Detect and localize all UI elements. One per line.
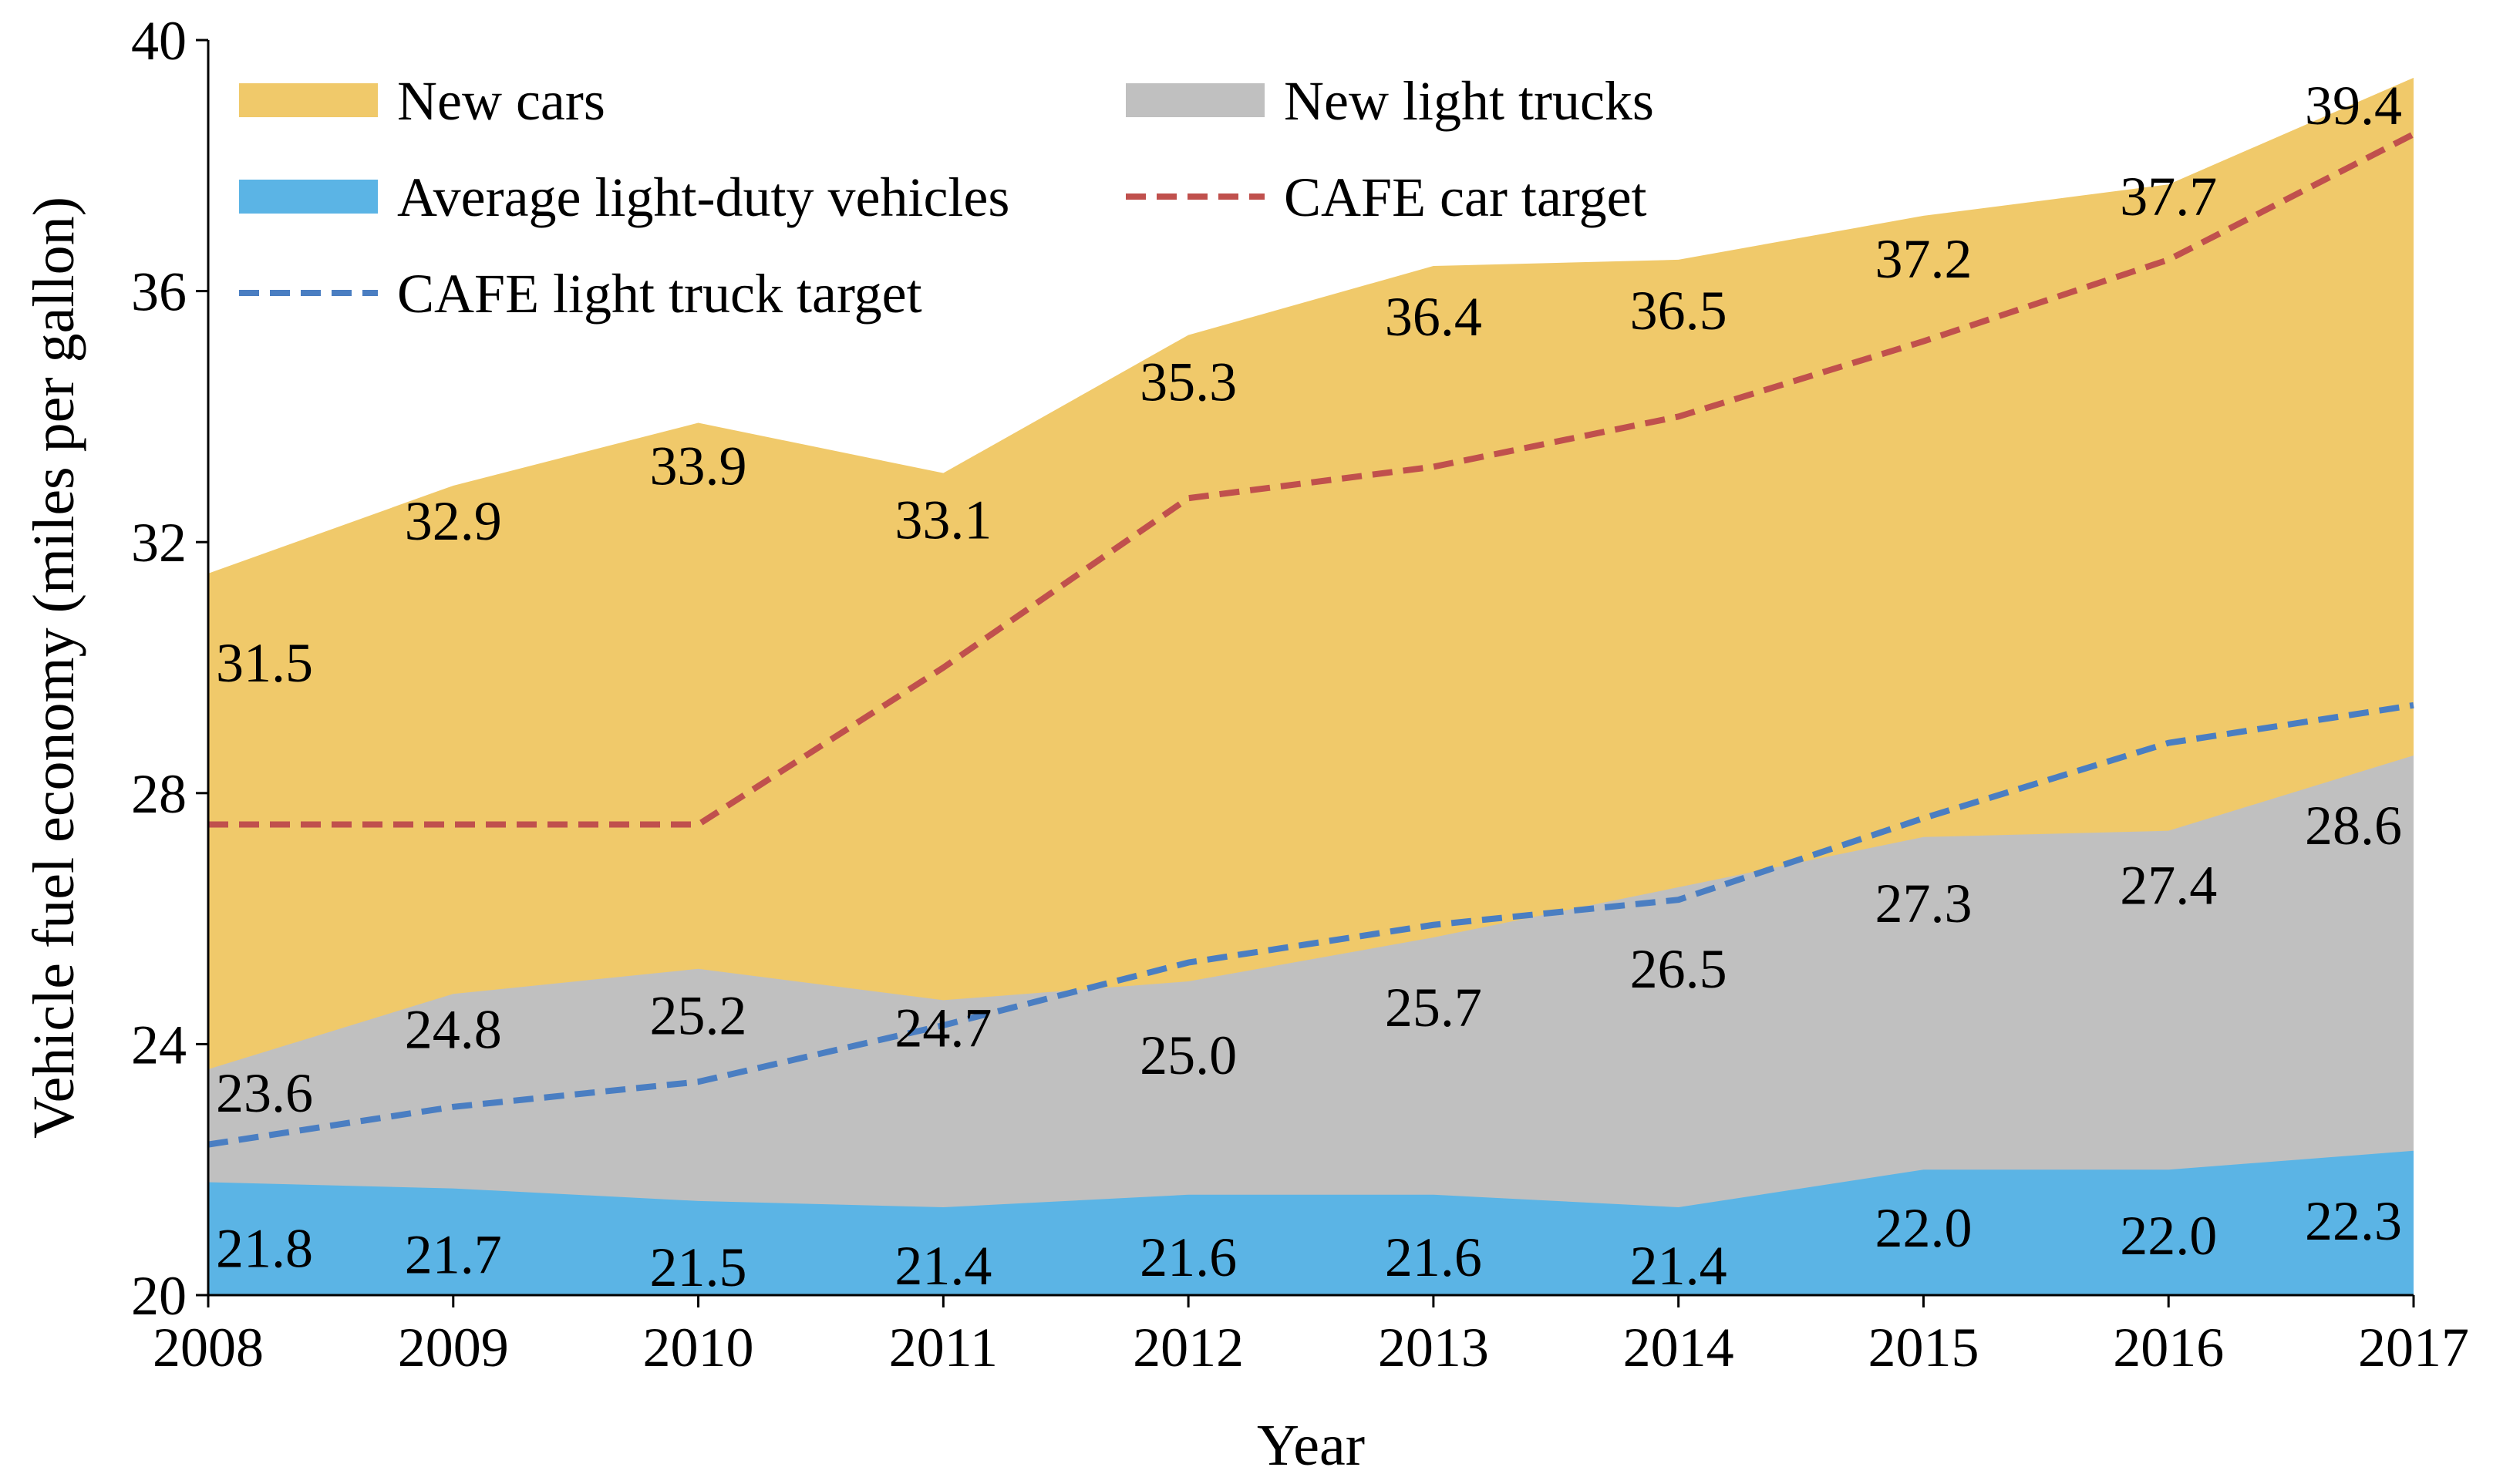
x-tick-label: 2011: [889, 1317, 998, 1378]
average-light-duty-vehicles-area: [208, 1150, 2414, 1295]
area-layer: [208, 77, 2414, 1296]
new-light-trucks-value-label: 28.6: [2305, 795, 2402, 856]
average-light-duty-vehicles-value-label: 22.3: [2305, 1190, 2402, 1252]
new-light-trucks-area: [208, 755, 2414, 1295]
new-light-trucks-value-label: 27.3: [1875, 873, 1972, 934]
legend-item-cafe-car-target: CAFE car target: [1126, 167, 1647, 228]
average-light-duty-vehicles-value-label: 21.8: [216, 1217, 313, 1279]
new-cars-value-label: 36.4: [1385, 286, 1482, 348]
new-cars-value-label: 37.7: [2120, 166, 2217, 227]
new-cars-value-label: 33.1: [894, 490, 992, 551]
cafe-light-truck-target-line: [207, 702, 2414, 1148]
new-cars-value-label: 39.4: [2305, 75, 2402, 136]
legend-swatch: [239, 83, 378, 117]
x-tick-label: 2017: [2358, 1317, 2469, 1378]
x-axis-title: Year: [1257, 1413, 1365, 1478]
x-tick-label: 2009: [398, 1317, 509, 1378]
average-light-duty-vehicles-value-label: 21.4: [1630, 1235, 1727, 1297]
x-tick-label: 2012: [1133, 1317, 1244, 1378]
new-cars-value-label: 35.3: [1140, 352, 1237, 413]
new-light-trucks-value-label: 24.8: [405, 998, 502, 1060]
new-cars-value-label: 36.5: [1630, 280, 1727, 342]
data-labels: 31.5 32.9 33.9 33.1 35.3 36.4 36.5 37.2 37.7 39.4…: [216, 75, 2402, 1298]
y-tick-label: 36: [131, 261, 187, 323]
y-tick-label: 28: [131, 763, 187, 825]
new-light-trucks-value-label: 26.5: [1630, 938, 1727, 1000]
legend-label: New light trucks: [1284, 70, 1654, 132]
y-tick-label: 24: [131, 1014, 187, 1075]
new-cars-value-label: 37.2: [1875, 228, 1972, 290]
legend-label: New cars: [397, 70, 605, 132]
line-layer: [207, 131, 2415, 1148]
x-tick-label: 2016: [2113, 1317, 2224, 1378]
legend-item-new-cars: New cars: [239, 70, 605, 132]
average-light-duty-vehicles-value-label: 22.0: [1875, 1197, 1972, 1259]
x-tick-label: 2010: [643, 1317, 754, 1378]
new-light-trucks-value-label: 25.7: [1385, 977, 1482, 1038]
new-cars-value-label: 31.5: [216, 632, 313, 694]
legend-item-average-light-duty-vehicles: Average light-duty vehicles: [239, 167, 1009, 228]
average-light-duty-vehicles-value-label: 21.5: [650, 1237, 747, 1298]
legend-item-new-light-trucks: New light trucks: [1126, 70, 1654, 132]
cafe-car-target-line: [208, 131, 2415, 828]
average-light-duty-vehicles-value-label: 21.6: [1385, 1227, 1482, 1288]
x-tick-label: 2014: [1623, 1317, 1734, 1378]
new-light-trucks-value-label: 24.7: [894, 997, 992, 1058]
legend-label: Average light-duty vehicles: [397, 167, 1009, 228]
new-light-trucks-value-label: 27.4: [2120, 855, 2217, 917]
new-cars-value-label: 33.9: [650, 436, 747, 497]
new-cars-value-label: 32.9: [405, 490, 502, 552]
y-tick-label: 40: [131, 10, 187, 72]
new-light-trucks-value-label: 25.0: [1140, 1025, 1237, 1086]
legend-swatch: [239, 180, 378, 214]
x-tick-label: 2013: [1378, 1317, 1489, 1378]
y-tick-label: 32: [131, 512, 187, 574]
axes: 20 24 28 32 36 40 2008 2009 2010 2011 2012 2013 2014…: [131, 10, 2469, 1378]
legend-item-cafe-light-truck-target: CAFE light truck target: [239, 263, 922, 325]
new-light-trucks-value-label: 25.2: [650, 985, 747, 1047]
y-axis-title: Vehicle fuel economy (miles per gallon): [22, 197, 86, 1139]
y-tick-label: 20: [131, 1265, 187, 1327]
x-tick-label: 2015: [1868, 1317, 1979, 1378]
legend-label: CAFE light truck target: [397, 263, 922, 325]
legend-label: CAFE car target: [1284, 167, 1647, 228]
average-light-duty-vehicles-value-label: 21.6: [1140, 1227, 1237, 1288]
x-tick-label: 2008: [153, 1317, 264, 1378]
average-light-duty-vehicles-value-label: 21.4: [894, 1235, 992, 1297]
average-light-duty-vehicles-value-label: 21.7: [405, 1224, 502, 1286]
legend-swatch: [1126, 83, 1265, 117]
average-light-duty-vehicles-value-label: 22.0: [2120, 1205, 2217, 1267]
legend: New cars New light trucks Average light-du…: [239, 70, 1654, 325]
new-light-trucks-value-label: 23.6: [216, 1062, 313, 1124]
